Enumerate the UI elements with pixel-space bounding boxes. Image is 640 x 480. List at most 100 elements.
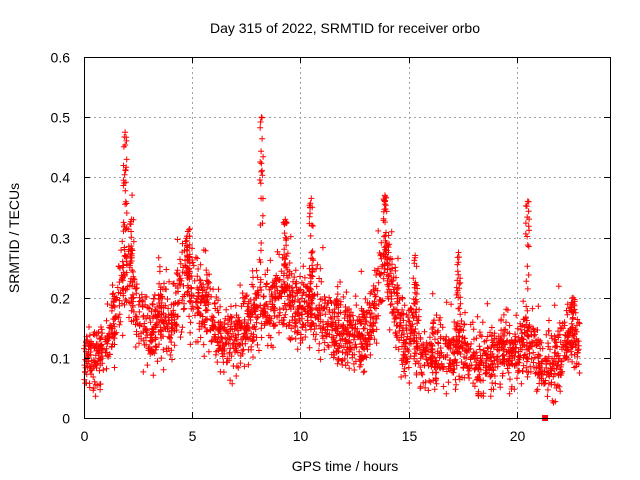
data-point xyxy=(329,323,336,330)
data-point xyxy=(202,307,209,314)
data-point xyxy=(488,361,494,368)
data-point xyxy=(457,326,463,332)
data-point xyxy=(321,346,328,353)
data-point xyxy=(204,284,211,291)
data-point xyxy=(121,222,128,228)
data-point xyxy=(488,324,495,331)
x-tick-label: 20 xyxy=(510,428,526,444)
y-axis-label: SRMTID / TECUs xyxy=(6,183,22,293)
data-point xyxy=(287,336,294,343)
data-point xyxy=(127,221,134,228)
data-point xyxy=(173,321,180,328)
data-point xyxy=(254,287,261,294)
data-point xyxy=(180,306,187,313)
data-point xyxy=(296,303,303,310)
data-point xyxy=(96,367,103,374)
data-point xyxy=(337,309,344,316)
data-point xyxy=(405,318,412,324)
data-point xyxy=(186,298,193,305)
data-point xyxy=(414,320,421,327)
data-point xyxy=(363,343,370,350)
data-point xyxy=(428,349,435,356)
data-point xyxy=(166,278,173,285)
data-point xyxy=(281,246,288,253)
data-point xyxy=(553,343,560,350)
data-point xyxy=(523,339,530,346)
data-point xyxy=(569,358,576,365)
data-point xyxy=(121,134,128,140)
data-point xyxy=(241,363,248,370)
data-point xyxy=(360,311,367,318)
data-point xyxy=(312,336,319,343)
data-point xyxy=(139,297,146,304)
data-point xyxy=(232,332,239,339)
data-point xyxy=(140,312,147,319)
data-point xyxy=(212,305,219,312)
data-point xyxy=(393,314,400,321)
data-point xyxy=(548,379,555,386)
data-point xyxy=(455,305,462,312)
data-point xyxy=(467,345,474,352)
data-point xyxy=(240,346,247,353)
data-point xyxy=(171,342,178,349)
data-point xyxy=(135,301,142,308)
data-point xyxy=(219,353,226,360)
data-point xyxy=(194,338,201,345)
data-point xyxy=(228,319,235,326)
data-point xyxy=(531,364,538,371)
data-point xyxy=(504,349,511,355)
data-point xyxy=(153,322,160,329)
data-point xyxy=(258,195,265,202)
data-point xyxy=(367,351,374,358)
data-point xyxy=(215,347,222,354)
data-point xyxy=(431,317,438,324)
data-point xyxy=(506,390,513,397)
data-point xyxy=(438,349,445,356)
data-point xyxy=(348,309,354,316)
data-point xyxy=(545,327,552,334)
data-point xyxy=(211,300,218,307)
data-point xyxy=(353,329,360,335)
data-point xyxy=(95,350,102,357)
data-point xyxy=(121,246,128,253)
data-point xyxy=(460,364,467,371)
data-point xyxy=(530,359,537,366)
data-point xyxy=(524,198,531,205)
data-point xyxy=(186,313,193,320)
data-point xyxy=(126,314,132,321)
data-point xyxy=(218,334,225,341)
data-point xyxy=(91,359,98,366)
data-point xyxy=(184,233,190,240)
data-point xyxy=(306,344,313,351)
data-point xyxy=(243,334,250,341)
data-point xyxy=(399,306,406,313)
data-point xyxy=(128,228,135,235)
data-point xyxy=(157,326,164,333)
data-point xyxy=(480,390,487,397)
data-point xyxy=(158,355,165,362)
data-point xyxy=(475,361,482,368)
data-point xyxy=(387,270,394,277)
data-point xyxy=(123,269,130,276)
data-point xyxy=(391,319,398,325)
data-point xyxy=(514,375,520,382)
data-point xyxy=(102,336,109,343)
x-axis-label: GPS time / hours xyxy=(292,458,399,474)
data-point xyxy=(400,310,407,317)
data-points xyxy=(81,114,583,421)
data-point xyxy=(422,351,429,358)
data-point xyxy=(327,314,334,321)
data-point xyxy=(522,351,529,358)
data-point xyxy=(372,319,379,326)
data-point xyxy=(224,336,231,342)
data-point xyxy=(112,295,118,302)
data-point xyxy=(110,320,117,327)
data-point xyxy=(519,368,526,375)
data-point xyxy=(373,315,380,322)
data-point xyxy=(356,313,362,320)
data-point xyxy=(128,318,135,325)
data-point xyxy=(322,311,329,318)
data-point xyxy=(249,281,255,288)
data-point xyxy=(498,327,505,334)
data-point xyxy=(532,370,539,377)
